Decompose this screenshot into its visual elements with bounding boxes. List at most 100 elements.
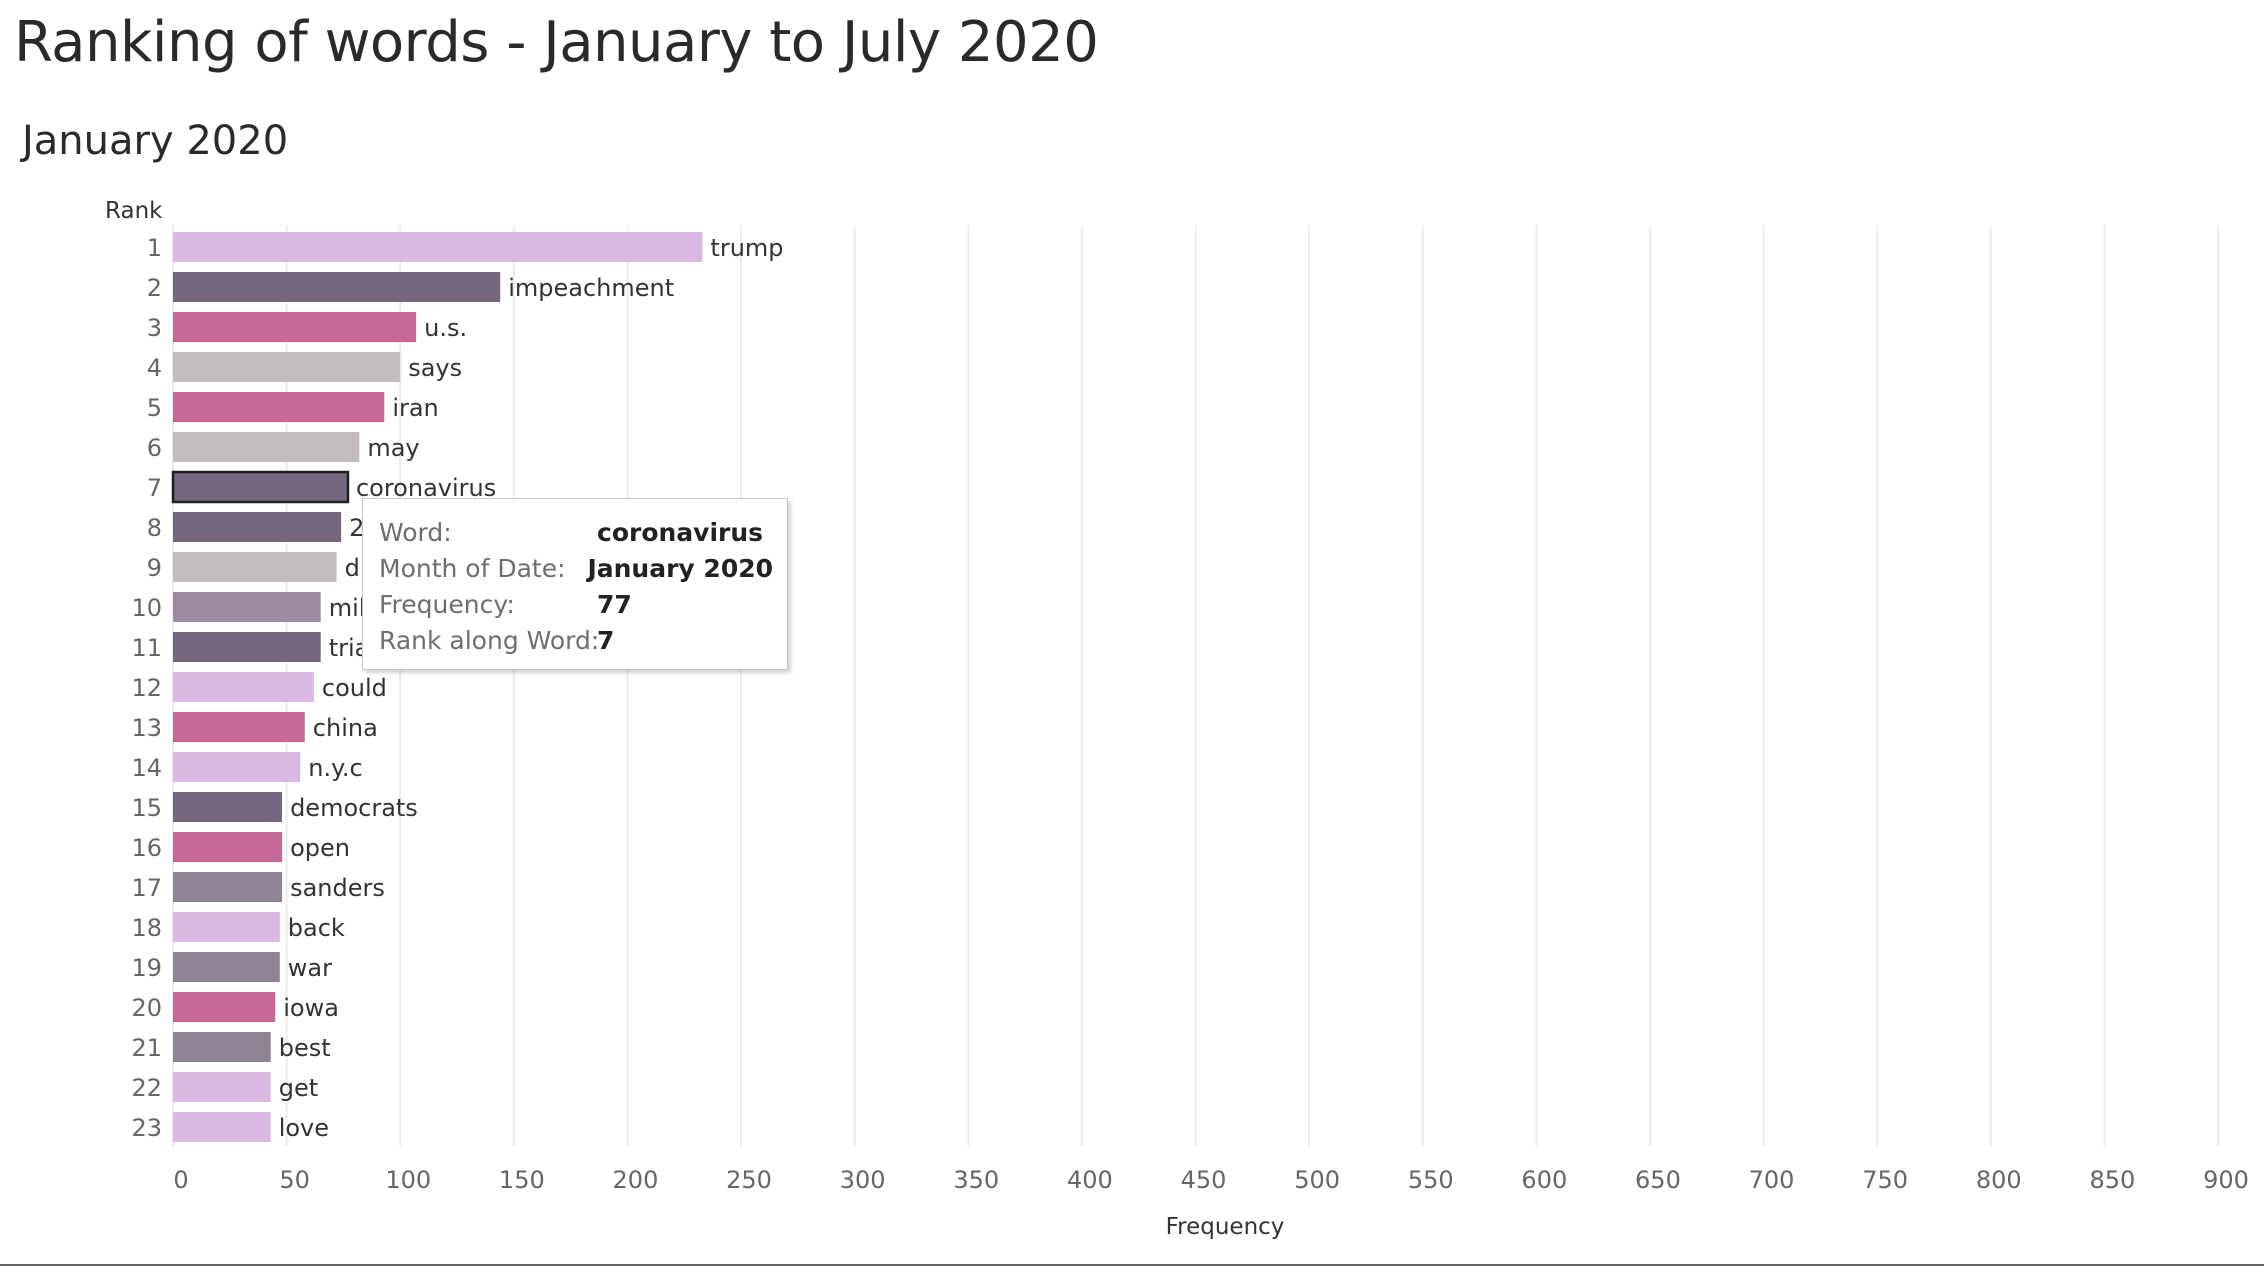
rank-label: 5 bbox=[147, 394, 162, 422]
bar-tria[interactable] bbox=[173, 632, 321, 662]
x-tick-label: 300 bbox=[840, 1166, 886, 1194]
bar-says[interactable] bbox=[173, 352, 401, 382]
bar-labels: trump impeachment u.s. says iran may coronavir… bbox=[279, 234, 784, 1142]
bar-label: 2 bbox=[349, 514, 364, 542]
x-axis-ticks: 0 50 100 150 200 250 300 350 400 450 500 550 600 650 7… bbox=[173, 1166, 2249, 1194]
bar-could[interactable] bbox=[173, 672, 314, 702]
bar-label: n.y.c bbox=[308, 754, 362, 782]
rank-label: 12 bbox=[131, 674, 162, 702]
bar-war[interactable] bbox=[173, 952, 280, 982]
rank-label: 13 bbox=[131, 714, 162, 742]
bar-impeachment[interactable] bbox=[173, 272, 501, 302]
x-tick-label: 200 bbox=[613, 1166, 659, 1194]
x-tick-label: 150 bbox=[499, 1166, 545, 1194]
bar-label: iowa bbox=[283, 994, 339, 1022]
rank-label: 11 bbox=[131, 634, 162, 662]
bar-mil[interactable] bbox=[173, 592, 321, 622]
bar-label: war bbox=[288, 954, 332, 982]
page-title: Ranking of words - January to July 2020 bbox=[14, 10, 1099, 75]
bar-iran[interactable] bbox=[173, 392, 385, 422]
bar-love[interactable] bbox=[173, 1112, 271, 1142]
rank-label: 16 bbox=[131, 834, 162, 862]
x-tick-label: 550 bbox=[1408, 1166, 1454, 1194]
bar-label: sanders bbox=[290, 874, 385, 902]
chart-subtitle: January 2020 bbox=[22, 118, 289, 164]
tooltip-value: 7 bbox=[597, 626, 615, 655]
bar-label: love bbox=[279, 1114, 329, 1142]
x-tick-label: 50 bbox=[279, 1166, 310, 1194]
bar-label: says bbox=[408, 354, 462, 382]
bar-label: d bbox=[345, 554, 360, 582]
rank-label: 20 bbox=[131, 994, 162, 1022]
bar-democrats[interactable] bbox=[173, 792, 283, 822]
rank-label: 15 bbox=[131, 794, 162, 822]
rank-label: 17 bbox=[131, 874, 162, 902]
bar-n.y.c[interactable] bbox=[173, 752, 301, 782]
tooltip-key: Rank along Word: bbox=[379, 626, 600, 655]
bar-u.s.[interactable] bbox=[173, 312, 417, 342]
gridlines bbox=[172, 225, 2219, 1146]
rank-label: 21 bbox=[131, 1034, 162, 1062]
x-axis-title: Frequency bbox=[1166, 1214, 1285, 1240]
bar-best[interactable] bbox=[173, 1032, 271, 1062]
bar-label: impeachment bbox=[508, 274, 674, 302]
rank-label: 3 bbox=[147, 314, 162, 342]
bar-china[interactable] bbox=[173, 712, 305, 742]
tooltip-value: 77 bbox=[597, 590, 632, 619]
x-tick-label: 800 bbox=[1976, 1166, 2022, 1194]
bar-label: democrats bbox=[290, 794, 418, 822]
tooltip-row-word: Word: coronavirus bbox=[379, 515, 773, 551]
bar-label: mil bbox=[329, 594, 366, 622]
bar-label: back bbox=[288, 914, 345, 942]
bar-label: coronavirus bbox=[356, 474, 496, 502]
bar-d[interactable] bbox=[173, 552, 337, 582]
tooltip-row-rank: Rank along Word: 7 bbox=[379, 623, 773, 659]
bar-coronavirus[interactable] bbox=[171, 470, 350, 504]
rank-label: 7 bbox=[147, 474, 162, 502]
y-axis-title: Rank bbox=[105, 198, 163, 224]
x-tick-label: 650 bbox=[1635, 1166, 1681, 1194]
rank-label: 18 bbox=[131, 914, 162, 942]
rank-label: 23 bbox=[131, 1114, 162, 1142]
tooltip-key: Word: bbox=[379, 518, 452, 547]
x-tick-label: 450 bbox=[1181, 1166, 1227, 1194]
x-tick-label: 250 bbox=[726, 1166, 772, 1194]
x-tick-label: 600 bbox=[1521, 1166, 1567, 1194]
bar-iowa[interactable] bbox=[173, 992, 276, 1022]
x-tick-label: 100 bbox=[385, 1166, 431, 1194]
bar-label: may bbox=[367, 434, 419, 462]
rank-label: 19 bbox=[131, 954, 162, 982]
bar-label: china bbox=[313, 714, 378, 742]
tooltip-row-month: Month of Date: January 2020 bbox=[379, 551, 773, 587]
rank-label: 14 bbox=[131, 754, 162, 782]
rank-label: 4 bbox=[147, 354, 162, 382]
tooltip-value: coronavirus bbox=[597, 518, 764, 547]
bars bbox=[171, 232, 703, 1142]
rank-label: 6 bbox=[147, 434, 162, 462]
bottom-divider bbox=[0, 1264, 2264, 1266]
rank-label: 2 bbox=[147, 274, 162, 302]
x-tick-label: 750 bbox=[1862, 1166, 1908, 1194]
bar-trump[interactable] bbox=[173, 232, 703, 262]
bar-label: u.s. bbox=[424, 314, 467, 342]
rank-label: 9 bbox=[147, 554, 162, 582]
bar-open[interactable] bbox=[173, 832, 283, 862]
bar-sanders[interactable] bbox=[173, 872, 283, 902]
x-tick-label: 500 bbox=[1294, 1166, 1340, 1194]
bar-may[interactable] bbox=[173, 432, 360, 462]
bar-label: best bbox=[279, 1034, 331, 1062]
x-tick-label: 0 bbox=[173, 1166, 188, 1194]
x-tick-label: 900 bbox=[2203, 1166, 2249, 1194]
bar-label: trump bbox=[710, 234, 783, 262]
tooltip: Word: coronavirus Month of Date: January… bbox=[362, 498, 788, 670]
x-tick-label: 850 bbox=[2089, 1166, 2135, 1194]
tooltip-row-frequency: Frequency: 77 bbox=[379, 587, 773, 623]
bar-2[interactable] bbox=[173, 512, 342, 542]
tooltip-key: Month of Date: bbox=[379, 554, 566, 583]
rank-label: 22 bbox=[131, 1074, 162, 1102]
bar-back[interactable] bbox=[173, 912, 280, 942]
bar-get[interactable] bbox=[173, 1072, 271, 1102]
bar-label: iran bbox=[392, 394, 438, 422]
bar-label: open bbox=[290, 834, 350, 862]
